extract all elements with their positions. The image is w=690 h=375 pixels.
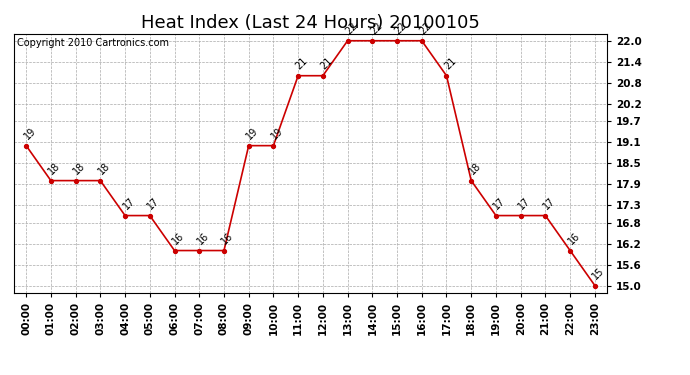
Text: 17: 17 — [146, 196, 161, 211]
Text: 22: 22 — [417, 21, 433, 37]
Text: 22: 22 — [393, 21, 408, 37]
Text: 22: 22 — [344, 21, 359, 37]
Text: 21: 21 — [294, 56, 310, 72]
Text: 17: 17 — [121, 196, 137, 211]
Text: 17: 17 — [517, 196, 532, 211]
Text: 18: 18 — [47, 161, 63, 177]
Text: 16: 16 — [195, 231, 211, 246]
Text: 16: 16 — [566, 231, 582, 246]
Text: 19: 19 — [269, 126, 285, 141]
Text: 16: 16 — [170, 231, 186, 246]
Text: 17: 17 — [492, 196, 508, 211]
Text: 21: 21 — [319, 56, 335, 72]
Text: 19: 19 — [244, 126, 260, 141]
Text: 22: 22 — [368, 21, 384, 37]
Text: 19: 19 — [22, 126, 38, 141]
Text: 21: 21 — [442, 56, 458, 72]
Text: 16: 16 — [220, 231, 235, 246]
Text: Copyright 2010 Cartronics.com: Copyright 2010 Cartronics.com — [17, 38, 169, 48]
Text: 17: 17 — [541, 196, 557, 211]
Text: 18: 18 — [96, 161, 112, 177]
Text: 18: 18 — [467, 161, 483, 177]
Title: Heat Index (Last 24 Hours) 20100105: Heat Index (Last 24 Hours) 20100105 — [141, 14, 480, 32]
Text: 18: 18 — [72, 161, 87, 177]
Text: 15: 15 — [591, 266, 607, 281]
